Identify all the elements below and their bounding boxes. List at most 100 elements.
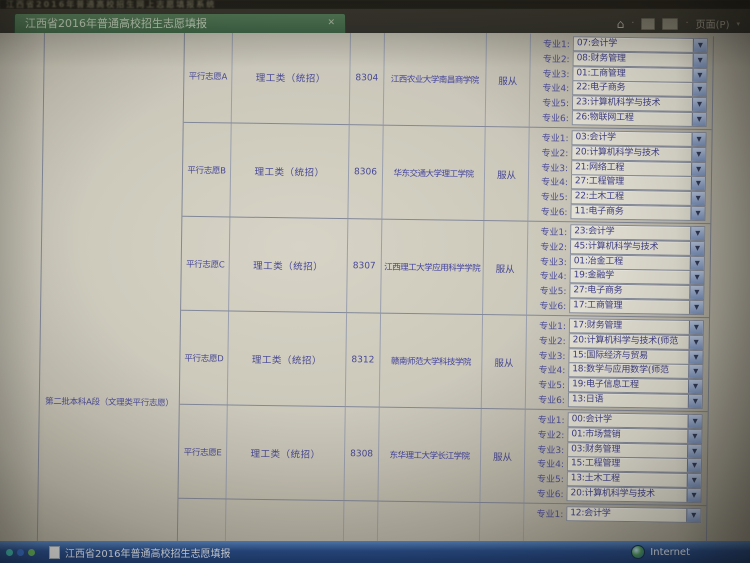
- major-select-value: 21:网络工程: [575, 161, 625, 173]
- obey-label: 服从: [480, 409, 526, 503]
- chevron-down-icon[interactable]: ▼: [691, 112, 706, 127]
- page-content: 第二批本科A段（文理类平行志愿） 平行志愿A 理工类（统招） 8304 江西农业…: [0, 33, 750, 541]
- app-icon[interactable]: [17, 548, 24, 556]
- major-label: 专业6:: [541, 113, 569, 125]
- major-select[interactable]: 13:日语 ▼: [567, 392, 703, 410]
- table-row: 平行志愿B 理工类（统招） 8306 华东交通大学理工学院 服从 专业1: 03…: [182, 122, 712, 225]
- major-select-value: 00:会计学: [571, 414, 612, 425]
- chevron-down-icon[interactable]: ▼: [686, 459, 702, 473]
- major-label: 专业4:: [541, 178, 568, 189]
- chevron-down-icon[interactable]: ▼: [689, 256, 704, 270]
- taskbar-icons: [6, 548, 35, 556]
- major-select[interactable]: 26:物联网工程 ▼: [571, 110, 707, 128]
- obey-label: 服从: [483, 221, 529, 315]
- feeds-icon[interactable]: [641, 17, 656, 30]
- major-row: 专业4: 18:数学与应用数学(师范 ▼: [528, 362, 704, 380]
- chevron-down-icon[interactable]: ▼: [692, 68, 707, 82]
- chevron-down-icon[interactable]: ▼: [691, 132, 706, 147]
- chevron-down-icon[interactable]: ▼: [692, 38, 707, 53]
- chevron-down-icon[interactable]: ▼: [690, 226, 705, 241]
- major-select-value: 11:电子商务: [574, 206, 624, 217]
- choice-label: 平行志愿D: [179, 310, 230, 405]
- chevron-down-icon[interactable]: ▼: [687, 414, 702, 429]
- chevron-down-icon[interactable]: ▼: [689, 271, 704, 285]
- chevron-down-icon[interactable]: ▼: [687, 429, 702, 443]
- print-icon[interactable]: [662, 17, 679, 30]
- major-select-value: 20:计算机科学与技术: [575, 147, 660, 159]
- major-select-value: 13:土木工程: [570, 473, 620, 485]
- major-label: 专业1:: [539, 321, 566, 333]
- school-code: 8304: [349, 33, 386, 125]
- major-label: 专业4:: [538, 366, 566, 377]
- chevron-down-icon[interactable]: ▼: [690, 177, 705, 191]
- choice-label: 平行志愿B: [182, 122, 232, 217]
- chevron-down-icon[interactable]: ▼: [691, 162, 706, 176]
- major-select-value: 18:数学与应用数学(师范: [572, 364, 669, 377]
- page-menu-button[interactable]: 页面(P): [695, 20, 730, 31]
- major-row: 专业1: 17:财务管理 ▼: [529, 318, 705, 336]
- major-label: 专业1:: [541, 133, 569, 145]
- app-icon[interactable]: [6, 548, 13, 556]
- chevron-down-icon[interactable]: ▼: [690, 206, 705, 221]
- major-select[interactable]: 12:会计学 ▼: [566, 506, 702, 524]
- school-name: 赣南师范大学科技学院: [379, 313, 484, 409]
- major-row: 专业5: 23:计算机科学与技术 ▼: [532, 95, 708, 113]
- chevron-down-icon[interactable]: ▼: [687, 380, 703, 394]
- major-row: 专业3: 01:工商管理 ▼: [532, 65, 708, 83]
- chevron-down-icon[interactable]: ▼: [689, 241, 705, 255]
- major-row: 专业2: 08:财务管理 ▼: [533, 51, 708, 68]
- category-label: 理工类（统招）: [231, 33, 352, 125]
- home-icon[interactable]: ⌂: [616, 16, 625, 31]
- chevron-down-icon[interactable]: ▼: [692, 83, 707, 97]
- category-label: [225, 499, 345, 541]
- major-label: 专业2:: [540, 242, 568, 253]
- major-row: 专业5: 19:电子信息工程 ▼: [528, 377, 704, 395]
- chevron-down-icon[interactable]: ▼: [691, 98, 707, 112]
- chevron-down-icon[interactable]: ▼: [689, 300, 704, 315]
- choice-label: [177, 498, 227, 541]
- major-select-value: 19:金融学: [573, 270, 614, 282]
- chevron-down-icon[interactable]: ▼: [687, 394, 702, 409]
- major-row: 专业1: 23:会计学 ▼: [530, 224, 706, 242]
- major-row: 专业5: 22:土木工程 ▼: [531, 189, 706, 207]
- major-select-value: 45:计算机科学与技术: [573, 241, 659, 253]
- chevron-down-icon[interactable]: ▼: [688, 335, 703, 349]
- app-icon[interactable]: [28, 548, 35, 556]
- majors-cell: 专业1: 12:会计学 ▼ 专业2: 11:工商管理 ▼ 专业3: 00:经济学…: [523, 504, 706, 541]
- major-row: 专业1: 00:会计学 ▼: [528, 412, 703, 430]
- application-table: 第二批本科A段（文理类平行志愿） 平行志愿A 理工类（统招） 8304 江西农业…: [36, 33, 714, 541]
- browser-title-bar: 江西省2016年普通高校招生网上志愿填报系统: [0, 0, 750, 9]
- table-body: 平行志愿A 理工类（统招） 8304 江西农业大学南昌商学院 服从 专业1: 0…: [177, 33, 713, 541]
- major-row: 专业6: 17:工商管理 ▼: [529, 298, 705, 316]
- obey-label: 服从: [481, 315, 528, 409]
- chevron-down-icon[interactable]: ▼: [688, 350, 703, 364]
- major-label: 专业6:: [539, 301, 567, 313]
- major-select[interactable]: 17:工商管理 ▼: [569, 298, 705, 316]
- chevron-down-icon[interactable]: ▼: [689, 286, 704, 300]
- chevron-down-icon[interactable]: ▼: [687, 444, 702, 458]
- major-label: 专业4:: [539, 272, 567, 283]
- major-select[interactable]: 20:计算机科学与技术 ▼: [566, 486, 702, 504]
- chevron-down-icon[interactable]: ▼: [690, 192, 705, 206]
- chevron-down-icon[interactable]: ▼: [688, 320, 703, 335]
- major-label: 专业1:: [536, 509, 564, 521]
- chevron-down-icon[interactable]: ▼: [686, 474, 701, 488]
- chevron-down-icon[interactable]: ▼: [688, 365, 703, 379]
- major-row: 专业3: 01:冶金工程 ▼: [530, 253, 705, 271]
- chevron-down-icon[interactable]: ▼: [691, 147, 706, 161]
- major-row: 专业6: 11:电子商务 ▼: [530, 204, 706, 222]
- chevron-down-icon[interactable]: ▼: [692, 53, 707, 67]
- tab-close-icon[interactable]: ✕: [327, 18, 335, 28]
- major-row: 专业3: 03:财务管理 ▼: [527, 441, 703, 459]
- major-label: 专业5:: [539, 286, 567, 298]
- browser-tab[interactable]: 江西省2016年普通高校招生志愿填报 ✕: [14, 13, 346, 33]
- major-select[interactable]: 11:电子商务 ▼: [570, 204, 706, 222]
- major-label: 专业5:: [540, 192, 568, 204]
- chevron-down-icon[interactable]: ▼: [686, 488, 701, 503]
- major-row: 专业6: 13:日语 ▼: [528, 392, 703, 410]
- separator: ·: [685, 18, 689, 29]
- major-label: 专业1:: [537, 415, 565, 427]
- chevron-down-icon[interactable]: ▼: [686, 508, 701, 523]
- major-label: 专业3:: [539, 257, 567, 268]
